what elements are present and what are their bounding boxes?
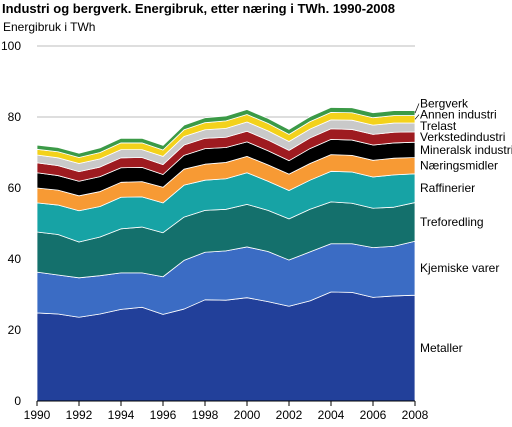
y-tick-label: 80 xyxy=(8,110,22,124)
y-tick-label: 40 xyxy=(8,252,22,266)
series-label-treforedling: Treforedling xyxy=(420,215,484,229)
x-tick-label: 1996 xyxy=(150,408,177,422)
x-tick-label: 1994 xyxy=(108,408,135,422)
x-tick-label: 2004 xyxy=(318,408,345,422)
series-area-bergverk xyxy=(36,107,416,158)
series-label-annen-industri: Annen industri xyxy=(420,108,497,122)
series-label-kjemiske-varer: Kjemiske varer xyxy=(420,261,499,275)
x-tick-label: 1998 xyxy=(192,408,219,422)
series-label-raffinerier: Raffinerier xyxy=(420,181,475,195)
x-tick-label: 1992 xyxy=(66,408,93,422)
y-tick-label: 0 xyxy=(14,394,21,408)
label-leader xyxy=(414,114,420,120)
x-tick-label: 2000 xyxy=(234,408,261,422)
series-label-naeringsmidler: Næringsmidler xyxy=(420,159,498,173)
y-tick-label: 60 xyxy=(8,181,22,195)
x-tick-label: 2006 xyxy=(360,408,387,422)
y-axis-label: Energibruk i TWh xyxy=(3,20,95,34)
chart-title: Industri og bergverk. Energibruk, etter … xyxy=(2,1,395,16)
series-label-bergverk: Bergverk xyxy=(420,96,469,110)
series-label-trelast: Trelast xyxy=(420,119,457,133)
series-label-verkstedindustri: Verkstedindustri xyxy=(420,130,505,144)
label-leader xyxy=(414,103,420,114)
series-label-mineralsk-industri: Mineralsk industri xyxy=(420,143,512,157)
y-tick-label: 20 xyxy=(8,323,22,337)
y-tick-label: 100 xyxy=(1,39,21,53)
series-label-metaller: Metaller xyxy=(420,341,463,355)
x-tick-label: 2008 xyxy=(402,408,429,422)
x-tick-label: 1990 xyxy=(24,408,51,422)
x-tick-label: 2002 xyxy=(276,408,303,422)
